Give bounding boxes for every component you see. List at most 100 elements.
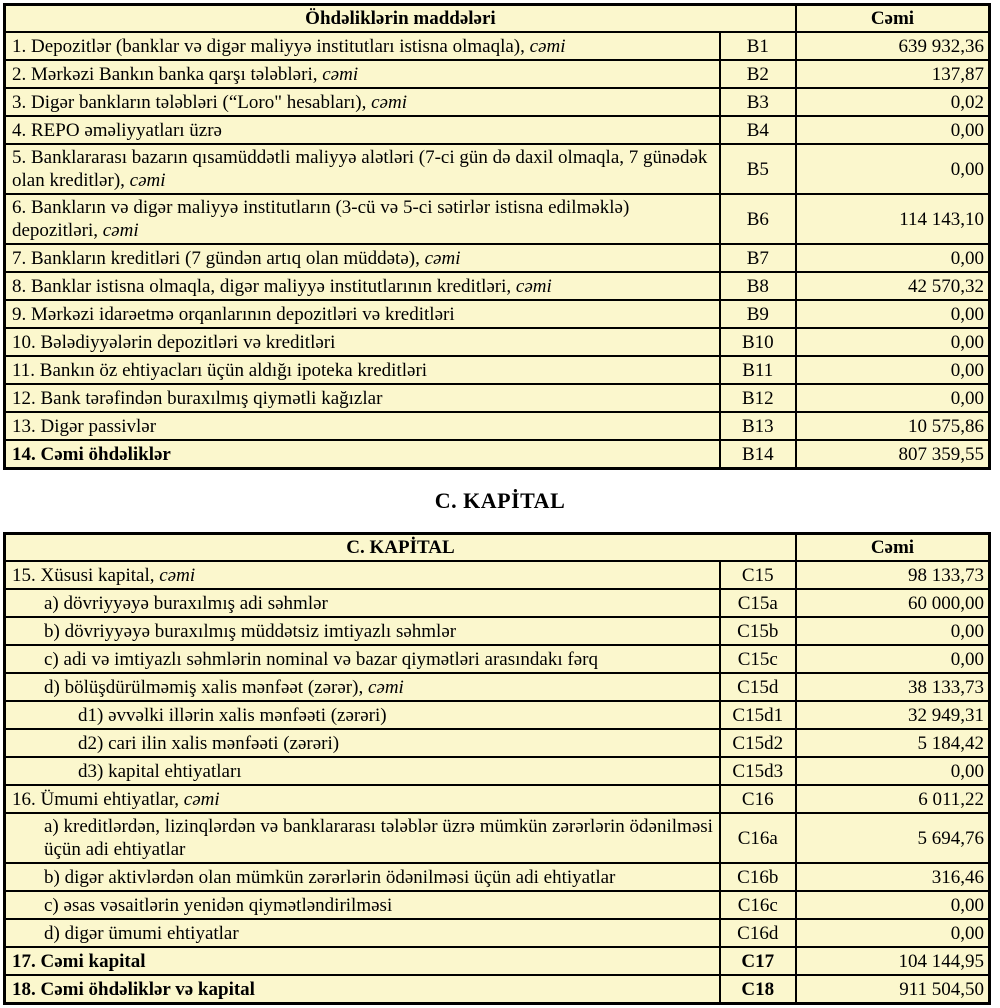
- row-label: 6. Bankların və digər maliyyə institutla…: [12, 197, 630, 241]
- row-value-cell: 0,00: [794, 890, 991, 920]
- capital-table: C. KAPİTAL Cəmi 15. Xüsusi kapital, cəmi…: [3, 532, 991, 1005]
- row-code-cell: C15b: [718, 616, 797, 646]
- row-code-cell: B1: [718, 31, 797, 61]
- row-code-cell: C16c: [718, 890, 797, 920]
- row-code-cell: C15d2: [718, 728, 797, 758]
- row-label: 13. Digər passivlər: [12, 415, 157, 437]
- table-row: 12. Bank tərəfindən buraxılmış qiymətli …: [3, 383, 991, 413]
- row-code-cell: B7: [718, 243, 797, 273]
- table-row: 8. Banklar istisna olmaqla, digər maliyy…: [3, 271, 991, 301]
- row-label: b) dövriyyəyə buraxılmış müddətsiz imtiy…: [44, 620, 457, 642]
- row-description-cell: 11. Bankın öz ehtiyacları üçün aldığı ip…: [3, 355, 721, 385]
- row-description-cell: a) kreditlərdən, lizinqlərdən və banklar…: [3, 812, 721, 864]
- row-description-cell: d2) cari ilin xalis mənfəəti (zərəri): [3, 728, 721, 758]
- row-description-cell: 18. Cəmi öhdəliklər və kapital: [3, 974, 721, 1005]
- table-row: c) əsas vəsaitlərin yenidən qiymətləndir…: [3, 890, 991, 920]
- row-code-cell: B4: [718, 115, 797, 145]
- row-description-cell: 1. Depozitlər (banklar və digər maliyyə …: [3, 31, 721, 61]
- row-label-italic-suffix: cəmi: [129, 170, 166, 191]
- table-row: 13. Digər passivlər B13 10 575,86: [3, 411, 991, 441]
- row-label: 4. REPO əməliyyatları üzrə: [12, 119, 222, 141]
- row-label: 10. Bələdiyyələrin depozitləri və kredit…: [12, 331, 336, 353]
- row-label: d2) cari ilin xalis mənfəəti (zərəri): [78, 732, 340, 754]
- row-label: 15. Xüsusi kapital,: [12, 564, 160, 586]
- table-row: 16. Ümumi ehtiyatlar, cəmi C16 6 011,22: [3, 784, 991, 814]
- table-row: 2. Mərkəzi Bankın banka qarşı tələbləri,…: [3, 59, 991, 89]
- table-row: 7. Bankların kreditləri (7 gündən artıq …: [3, 243, 991, 273]
- table-row: 6. Bankların və digər maliyyə institutla…: [3, 193, 991, 245]
- liabilities-table: Öhdəliklərin maddələri Cəmi 1. Depozitlə…: [3, 3, 991, 470]
- row-label: a) dövriyyəyə buraxılmış adi səhmlər: [44, 592, 328, 614]
- row-description-cell: d3) kapital ehtiyatları: [3, 756, 721, 786]
- liabilities-table-body: 1. Depozitlər (banklar və digər maliyyə …: [3, 31, 991, 470]
- row-description-cell: 3. Digər bankların tələbləri (“Loro" hes…: [3, 87, 721, 117]
- table-row: d) digər ümumi ehtiyatlar C16d 0,00: [3, 918, 991, 948]
- table-row: b) digər aktivlərdən olan mümkün zərərlə…: [3, 862, 991, 892]
- row-label: d) bölüşdürülməmiş xalis mənfəət (zərər)…: [44, 676, 368, 698]
- row-label: c) adi və imtiyazlı səhmlərin nominal və…: [44, 648, 598, 670]
- row-label-italic-suffix: cəmi: [371, 91, 407, 113]
- row-label: d3) kapital ehtiyatları: [78, 760, 242, 782]
- table-row: 17. Cəmi kapital C17 104 144,95: [3, 946, 991, 976]
- row-code-cell: C18: [718, 974, 797, 1005]
- row-code-cell: B3: [718, 87, 797, 117]
- row-label: b) digər aktivlərdən olan mümkün zərərlə…: [44, 866, 616, 888]
- row-label-italic-suffix: cəmi: [322, 63, 359, 85]
- row-code-cell: C16a: [718, 812, 797, 864]
- row-label: 7. Bankların kreditləri (7 gündən artıq …: [12, 247, 425, 269]
- row-label: 17. Cəmi kapital: [12, 950, 146, 972]
- row-code-cell: B8: [718, 271, 797, 301]
- row-description-cell: 17. Cəmi kapital: [3, 946, 721, 976]
- row-code-cell: C15d1: [718, 700, 797, 730]
- row-value-cell: 60 000,00: [794, 588, 991, 618]
- row-code-cell: C17: [718, 946, 797, 976]
- row-description-cell: d) bölüşdürülməmiş xalis mənfəət (zərər)…: [3, 672, 721, 702]
- row-label: 2. Mərkəzi Bankın banka qarşı tələbləri,: [12, 63, 323, 85]
- row-value-cell: 0,00: [794, 355, 991, 385]
- row-label: 14. Cəmi öhdəliklər: [12, 443, 171, 465]
- row-label-italic-suffix: cəmi: [529, 35, 566, 57]
- capital-header-title: C. KAPİTAL: [3, 532, 797, 562]
- table-row: 9. Mərkəzi idarəetmə orqanlarının depozi…: [3, 299, 991, 329]
- row-label: a) kreditlərdən, lizinqlərdən və banklar…: [44, 816, 713, 860]
- row-label: 1. Depozitlər (banklar və digər maliyyə …: [12, 35, 530, 57]
- table-row: b) dövriyyəyə buraxılmış müddətsiz imtiy…: [3, 616, 991, 646]
- capital-header-total-label: Cəmi: [794, 532, 991, 562]
- row-description-cell: d) digər ümumi ehtiyatlar: [3, 918, 721, 948]
- row-value-cell: 104 144,95: [794, 946, 991, 976]
- row-code-cell: B13: [718, 411, 797, 441]
- row-value-cell: 0,00: [794, 243, 991, 273]
- row-description-cell: c) adi və imtiyazlı səhmlərin nominal və…: [3, 644, 721, 674]
- row-code-cell: C16d: [718, 918, 797, 948]
- row-value-cell: 98 133,73: [794, 560, 991, 590]
- capital-table-body: 15. Xüsusi kapital, cəmi C15 98 133,73 a…: [3, 560, 991, 1005]
- table-row: 11. Bankın öz ehtiyacları üçün aldığı ip…: [3, 355, 991, 385]
- row-label-italic-suffix: cəmi: [367, 676, 404, 698]
- row-label-italic-suffix: cəmi: [424, 247, 461, 269]
- table-row: c) adi və imtiyazlı səhmlərin nominal və…: [3, 644, 991, 674]
- row-value-cell: 32 949,31: [794, 700, 991, 730]
- row-code-cell: B5: [718, 143, 797, 195]
- row-value-cell: 911 504,50: [794, 974, 991, 1005]
- table-row: 5. Banklararası bazarın qısamüddətli mal…: [3, 143, 991, 195]
- liabilities-header-title: Öhdəliklərin maddələri: [3, 3, 797, 33]
- row-description-cell: a) dövriyyəyə buraxılmış adi səhmlər: [3, 588, 721, 618]
- row-label: 9. Mərkəzi idarəetmə orqanlarının depozi…: [12, 303, 455, 325]
- row-description-cell: 16. Ümumi ehtiyatlar, cəmi: [3, 784, 721, 814]
- row-code-cell: C16: [718, 784, 797, 814]
- row-description-cell: 5. Banklararası bazarın qısamüddətli mal…: [3, 143, 721, 195]
- row-value-cell: 0,00: [794, 299, 991, 329]
- row-description-cell: 9. Mərkəzi idarəetmə orqanlarının depozi…: [3, 299, 721, 329]
- row-label: 3. Digər bankların tələbləri (“Loro" hes…: [12, 91, 372, 113]
- liabilities-header-total-label: Cəmi: [794, 3, 991, 33]
- row-code-cell: C16b: [718, 862, 797, 892]
- row-code-cell: B10: [718, 327, 797, 357]
- row-value-cell: 316,46: [794, 862, 991, 892]
- row-code-cell: B9: [718, 299, 797, 329]
- row-description-cell: 6. Bankların və digər maliyyə institutla…: [3, 193, 721, 245]
- row-label-italic-suffix: cəmi: [102, 220, 139, 241]
- table-row: 1. Depozitlər (banklar və digər maliyyə …: [3, 31, 991, 61]
- row-value-cell: 0,00: [794, 327, 991, 357]
- row-description-cell: 14. Cəmi öhdəliklər: [3, 439, 721, 470]
- row-value-cell: 38 133,73: [794, 672, 991, 702]
